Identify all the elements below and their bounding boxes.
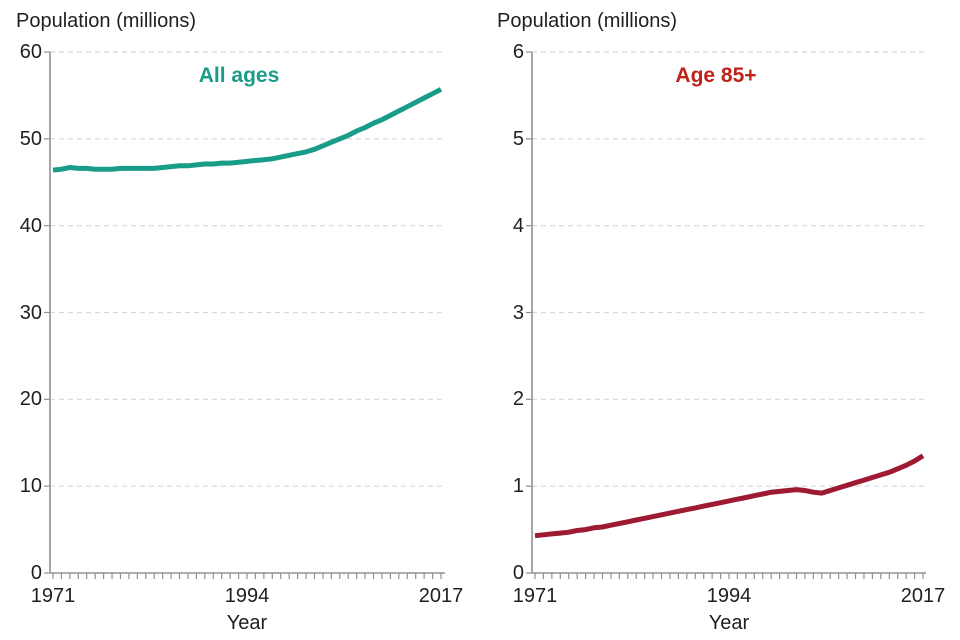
y-tick-label-5: 5 — [512, 128, 524, 150]
y-tick-label-20: 20 — [19, 388, 42, 410]
axis-title-population-right: Population (millions) — [497, 10, 678, 32]
x-tick-label-2017: 2017 — [418, 585, 464, 607]
series-label-age-85-plus: Age 85+ — [675, 64, 757, 87]
y-tick-label-0: 0 — [30, 562, 42, 584]
x-tick-label-1994: 1994 — [224, 585, 270, 607]
x-tick-label-2017: 2017 — [900, 585, 946, 607]
x-tick-label-1971: 1971 — [30, 585, 76, 607]
data-line-all-ages — [52, 87, 443, 173]
y-tick-label-50: 50 — [19, 128, 42, 150]
y-tick-label-0: 0 — [512, 562, 524, 584]
x-tick-label-1971: 1971 — [512, 585, 558, 607]
y-tick-label-3: 3 — [512, 302, 524, 324]
axis-title-population-left: Population (millions) — [16, 10, 197, 32]
y-tick-label-10: 10 — [19, 475, 42, 497]
y-tick-label-4: 4 — [512, 215, 524, 237]
y-tick-label-60: 60 — [19, 41, 42, 63]
y-tick-label-6: 6 — [512, 41, 524, 63]
y-tick-label-1: 1 — [512, 475, 524, 497]
x-axis-title-year-left: Year — [226, 612, 268, 634]
y-tick-label-2: 2 — [512, 388, 524, 410]
x-axis-title-year-right: Year — [708, 612, 750, 634]
y-tick-label-30: 30 — [19, 302, 42, 324]
y-tick-label-40: 40 — [19, 215, 42, 237]
x-tick-label-1994: 1994 — [706, 585, 752, 607]
data-line-age-85- — [534, 453, 925, 539]
series-label-all-ages: All ages — [198, 64, 280, 87]
